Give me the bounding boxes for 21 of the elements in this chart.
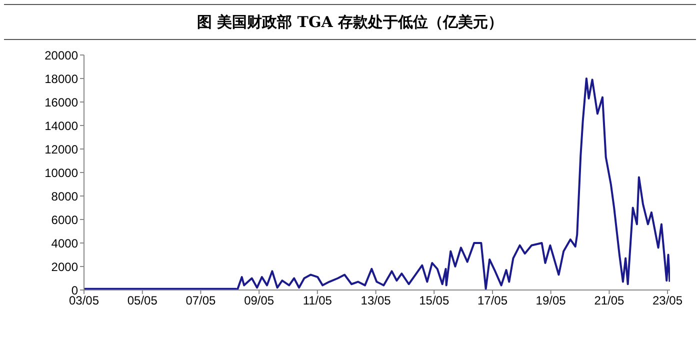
- y-tick-label: 12000: [44, 142, 78, 156]
- x-tick-label: 07/05: [186, 294, 216, 308]
- x-tick-label: 21/05: [594, 294, 625, 308]
- x-tick-label: 23/05: [652, 294, 683, 308]
- x-tick-label: 11/05: [302, 294, 332, 308]
- chart-title: 图 美国财政部 TGA 存款处于低位（亿美元）: [4, 4, 696, 40]
- x-tick-label: 19/05: [536, 294, 566, 308]
- x-tick-label: 15/05: [419, 294, 450, 308]
- y-tick-label: 10000: [44, 166, 78, 180]
- y-tick-label: 18000: [44, 72, 78, 86]
- x-tick-label: 05/05: [127, 294, 158, 308]
- y-tick-label: 2000: [51, 260, 78, 274]
- y-tick-label: 16000: [44, 95, 78, 110]
- y-tick-label: 20000: [44, 48, 78, 62]
- x-tick-label: 17/05: [477, 294, 508, 308]
- y-tick-label: 8000: [51, 189, 78, 204]
- x-tick-label: 13/05: [360, 294, 392, 308]
- y-tick-label: 4000: [51, 236, 78, 250]
- x-tick-label: 09/05: [244, 294, 274, 308]
- y-tick-label: 14000: [44, 118, 78, 133]
- y-tick-label: 6000: [51, 212, 78, 227]
